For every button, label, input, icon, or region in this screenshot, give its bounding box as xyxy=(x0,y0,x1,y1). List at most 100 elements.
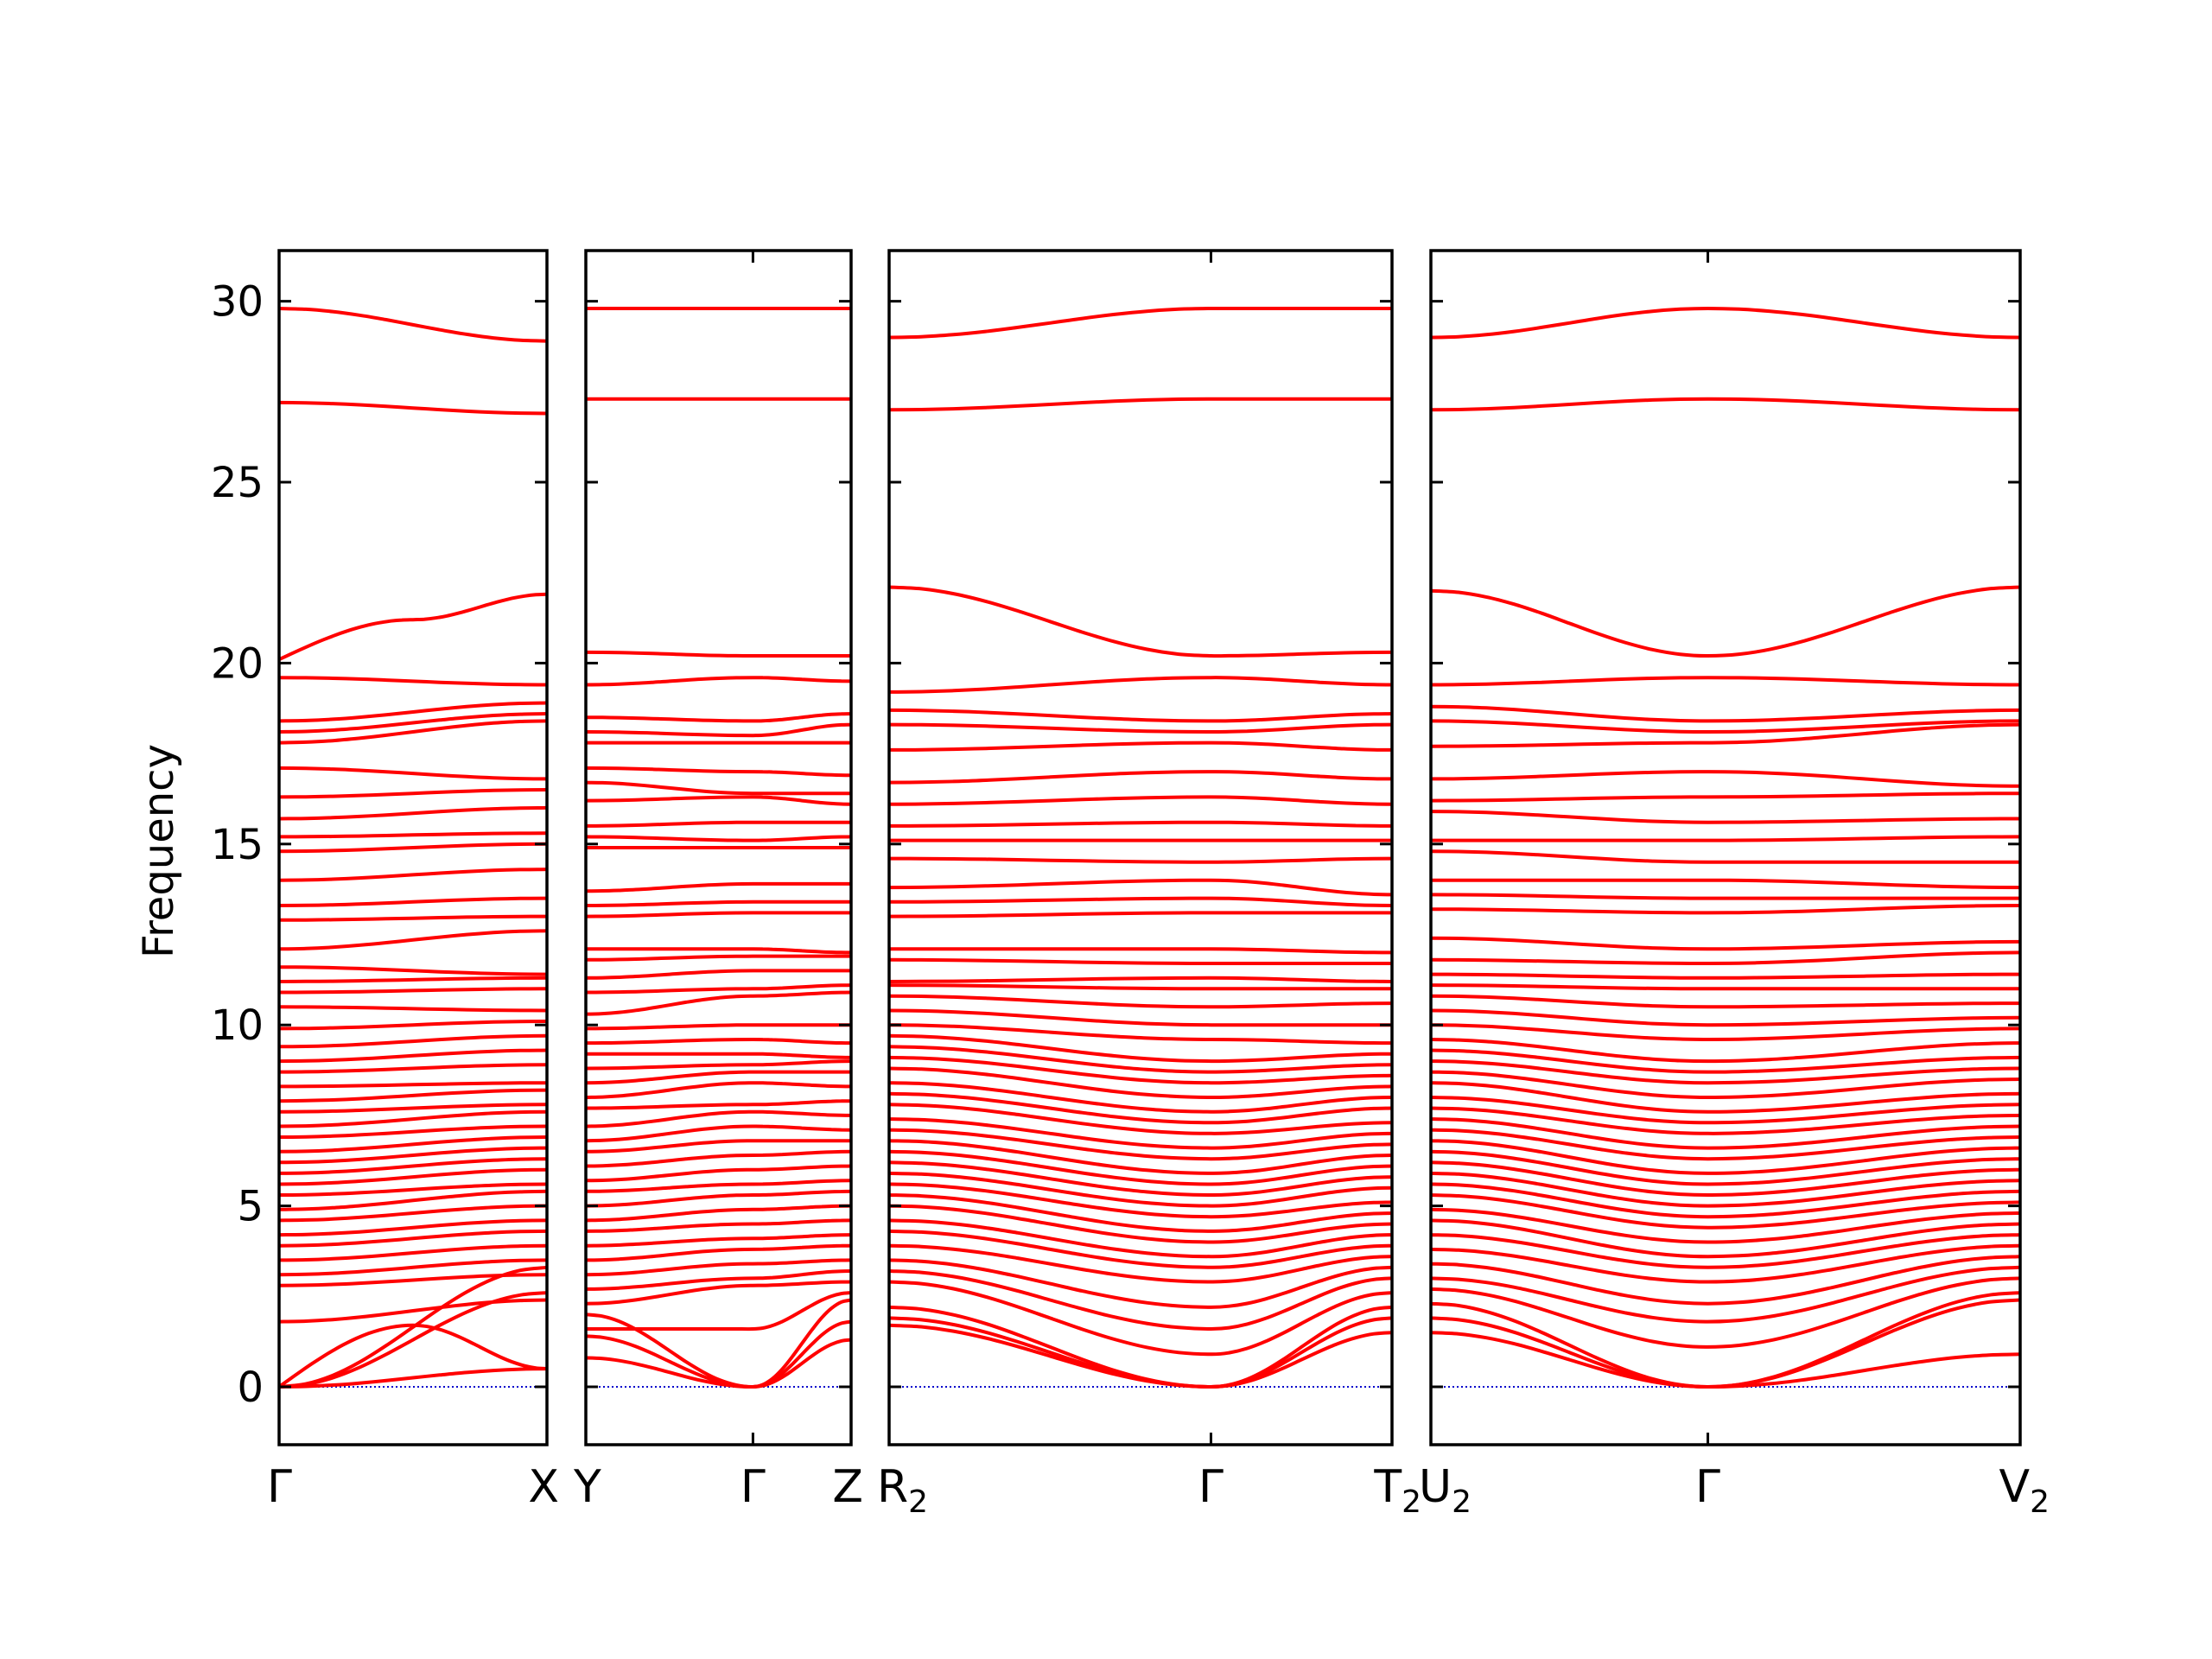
phonon-band xyxy=(1431,1008,2020,1027)
phonon-band xyxy=(586,990,851,1016)
phonon-band xyxy=(889,795,1392,806)
phonon-band xyxy=(279,1367,547,1389)
phonon-band xyxy=(889,306,1392,340)
phonon-band xyxy=(889,1066,1392,1099)
phonon-band xyxy=(1431,849,2020,864)
phonon-band xyxy=(889,1023,1392,1046)
phonon-band xyxy=(889,896,1392,907)
phonon-band xyxy=(889,1128,1392,1161)
phonon-band xyxy=(1431,1139,2020,1175)
phonon-band xyxy=(1431,719,2020,734)
x-tick-label: Γ xyxy=(1695,1461,1720,1513)
phonon-band xyxy=(1431,1117,2020,1150)
x-tick-label: R2 xyxy=(877,1461,928,1520)
phonon-band xyxy=(279,1273,547,1287)
phonon-band xyxy=(889,856,1392,864)
phonon-band xyxy=(1431,810,2020,824)
phonon-band xyxy=(1431,972,2020,980)
phonon-band xyxy=(1431,1265,2020,1324)
phonon-band xyxy=(279,400,547,416)
phonon-band xyxy=(889,1103,1392,1135)
phonon-band xyxy=(279,1167,547,1186)
phonon-band xyxy=(586,969,851,980)
phonon-band xyxy=(1431,936,2020,951)
phonon-band xyxy=(586,1243,851,1262)
phonon-band xyxy=(889,878,1392,897)
x-tick-label-main: U xyxy=(1419,1461,1452,1513)
x-tick-label: X xyxy=(528,1461,559,1513)
phonon-band xyxy=(889,1269,1392,1331)
panel-frame xyxy=(277,249,549,1446)
phonon-band xyxy=(1431,1059,2020,1085)
phonon-band xyxy=(586,766,851,778)
phonon-band xyxy=(586,947,851,955)
y-tick-label: 20 xyxy=(211,639,264,688)
x-tick-label: Z xyxy=(832,1461,863,1513)
phonon-band xyxy=(889,1160,1392,1198)
bands-group xyxy=(279,307,547,1389)
phonon-band xyxy=(586,1269,851,1291)
phonon-band xyxy=(586,820,851,828)
phonon-band xyxy=(1431,1255,2020,1306)
phonon-band xyxy=(889,397,1392,412)
x-tick-label-main: Γ xyxy=(1198,1461,1224,1513)
phonon-band xyxy=(586,1189,851,1208)
phonon-band xyxy=(279,1146,547,1165)
phonon-band xyxy=(279,1033,547,1049)
phonon-band xyxy=(279,719,547,745)
x-tick-label: V2 xyxy=(1999,1461,2050,1520)
x-tick-label-main: Γ xyxy=(741,1461,766,1513)
phonon-band xyxy=(889,1171,1392,1208)
phonon-band xyxy=(889,708,1392,723)
phonon-band xyxy=(586,1099,851,1110)
x-tick-label: T2 xyxy=(1373,1461,1421,1520)
y-tick-label: 15 xyxy=(211,821,264,869)
phonon-band xyxy=(586,1298,851,1389)
x-tick-label-main: T xyxy=(1373,1461,1402,1513)
phonon-band xyxy=(889,983,1392,991)
phonon-band xyxy=(1431,1182,2020,1219)
phonon-band xyxy=(1431,1218,2020,1259)
phonon-band xyxy=(1431,1233,2020,1269)
phonon-band xyxy=(279,976,547,983)
phonon-band xyxy=(586,1149,851,1168)
phonon-band xyxy=(889,947,1392,955)
phonon-band xyxy=(1431,1149,2020,1186)
panel-4: U2 Γ V2 xyxy=(1419,249,2050,1520)
phonon-band xyxy=(1431,950,2020,965)
phonon-band xyxy=(889,820,1392,828)
panel-3: R2 Γ T2 xyxy=(877,249,1421,1520)
phonon-band xyxy=(889,911,1392,918)
phonon-band xyxy=(586,899,851,907)
phonon-band xyxy=(586,1280,851,1306)
phonon-band xyxy=(279,842,547,854)
phonon-band xyxy=(279,788,547,799)
phonon-band xyxy=(889,994,1392,1009)
phonon-band xyxy=(889,1117,1392,1150)
x-tick-label-subscript: 2 xyxy=(1452,1484,1471,1520)
phonon-band xyxy=(279,805,547,821)
phonon-band xyxy=(279,914,547,922)
phonon-band xyxy=(1431,893,2020,900)
x-tick-label: Γ xyxy=(741,1461,766,1513)
phonon-band xyxy=(279,987,547,995)
phonon-band xyxy=(586,1291,851,1332)
phonon-band xyxy=(279,1258,547,1277)
phonon-band xyxy=(1431,397,2020,412)
phonon-band xyxy=(1431,676,2020,687)
phonon-band xyxy=(889,1204,1392,1244)
phonon-band xyxy=(889,1229,1392,1269)
phonon-band xyxy=(279,307,547,343)
y-axis-label: Frequency xyxy=(135,744,183,958)
phonon-band xyxy=(586,1070,851,1085)
y-tick-label: 0 xyxy=(237,1363,264,1412)
phonon-band xyxy=(586,1038,851,1046)
phonon-band xyxy=(279,929,547,951)
phonon-band xyxy=(279,1323,547,1389)
phonon-band xyxy=(279,592,547,662)
phonon-band xyxy=(279,1135,547,1154)
phonon-band xyxy=(1431,1128,2020,1161)
phonon-band xyxy=(279,831,547,839)
phonon-band xyxy=(889,1182,1392,1219)
